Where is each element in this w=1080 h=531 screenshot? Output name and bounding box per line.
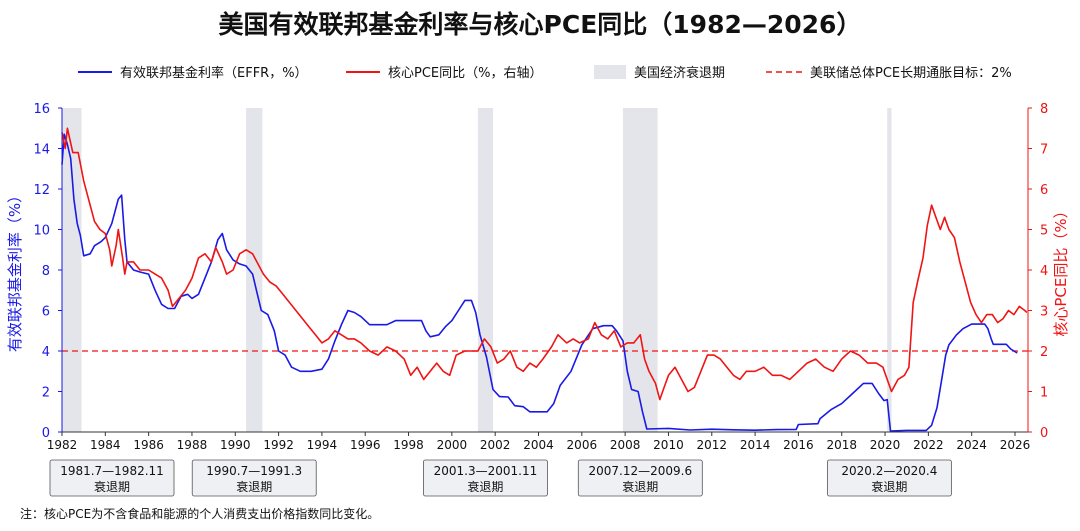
y-right-tick-label-4: 4 [1040,264,1048,279]
x-tick-label-12: 2006 [567,438,598,452]
y-left-tick-label-4: 8 [42,264,50,279]
y-left-tick-label-0: 0 [42,426,50,441]
x-tick-label-1: 1984 [90,438,121,452]
y-left-tick-label-1: 2 [42,386,50,401]
x-tick-label-9: 2000 [437,438,468,452]
y-left-tick-label-5: 10 [33,224,50,239]
legend-label-effr: 有效联邦基金利率（EFFR，%） [120,65,308,81]
series-line-1 [61,127,1028,401]
y-right-tick-label-0: 0 [1040,426,1048,441]
y-axis-right-label: 核心PCE同比（%） [1052,203,1070,336]
x-tick-label-7: 1996 [350,438,381,452]
y-left-tick-label-6: 12 [33,183,50,198]
y-axis-right: 0 1 2 3 4 5 6 7 8 [1028,102,1048,441]
x-axis: 1982 1984 1986 1988 1990 1992 1994 1996 1998 2000… [47,432,1031,452]
y-left-tick-label-7: 14 [33,143,50,158]
recession-labels: 1981.7—1982.11衰退期1990.7—1991.3衰退期2001.3—… [49,459,952,497]
x-tick-label-20: 2022 [913,438,944,452]
x-tick-label-10: 2002 [480,438,511,452]
x-tick-label-11: 2004 [523,438,554,452]
recession-band-2 [477,108,494,432]
x-tick-label-2: 1986 [133,438,164,452]
legend-label-target: 美联储总体PCE长期通胀目标：2% [810,66,1012,81]
x-tick-label-21: 2024 [956,438,987,452]
x-tick-label-6: 1994 [307,438,338,452]
recession-label-dates-3: 2007.12—2009.6 [588,464,692,478]
x-tick-label-8: 1998 [393,438,424,452]
y-right-tick-label-1: 1 [1040,386,1048,401]
recession-band-1 [246,108,263,432]
x-tick-label-5: 1992 [263,438,294,452]
x-tick-label-14: 2010 [653,438,684,452]
y-right-tick-label-6: 6 [1040,183,1048,198]
x-tick-label-18: 2018 [826,438,857,452]
y-axis-left-label: 有效联邦基金利率（%） [6,188,24,352]
recession-label-box-1 [191,459,317,497]
y-left-tick-label-3: 6 [42,305,50,320]
recession-label-dates-2: 2001.3—2001.11 [434,464,538,478]
recession-label-text-2: 衰退期 [467,479,503,494]
legend-label-pce: 核心PCE同比（%，右轴） [388,66,542,81]
x-tick-label-19: 2020 [870,438,901,452]
series-layer [61,127,1028,432]
recession-label-dates-4: 2020.2—2020.4 [841,464,937,478]
y-left-tick-label-8: 16 [33,102,50,117]
y-right-tick-label-8: 8 [1040,102,1048,117]
recession-label-dates-0: 1981.7—1982.11 [60,464,164,478]
x-tick-label-4: 1990 [220,438,251,452]
recession-band-4 [887,108,892,432]
recession-label-box-4 [826,459,952,497]
x-tick-label-22: 2026 [1000,438,1031,452]
x-tick-label-17: 2016 [783,438,814,452]
series-line-0 [61,133,1018,432]
recession-label-box-3 [577,459,703,497]
x-tick-label-3: 1988 [177,438,208,452]
y-left-tick-label-2: 4 [42,345,50,360]
recession-band-3 [622,108,658,432]
legend-label-recession: 美国经济衰退期 [634,65,725,81]
x-tick-label-0: 1982 [47,438,78,452]
legend: 有效联邦基金利率（EFFR，%） 核心PCE同比（%，右轴） 美国经济衰退期 美… [78,65,1012,81]
y-right-tick-label-3: 3 [1040,305,1048,320]
y-right-tick-label-2: 2 [1040,345,1048,360]
recession-label-text-0: 衰退期 [94,479,130,494]
chart-note: 注：核心PCE为不含食品和能源的个人消费支出价格指数同比变化。 [20,506,379,521]
y-right-tick-label-7: 7 [1040,143,1048,158]
x-tick-label-15: 2012 [697,438,728,452]
x-tick-label-16: 2014 [740,438,771,452]
recession-label-box-2 [423,459,548,497]
legend-swatch-recession [594,65,626,79]
y-axis-left: 0 2 4 6 8 10 12 14 16 [33,102,62,441]
recession-label-text-1: 衰退期 [236,479,272,494]
x-tick-label-13: 2008 [610,438,641,452]
y-right-tick-label-5: 5 [1040,224,1048,239]
recession-label-dates-1: 1990.7—1991.3 [206,464,302,478]
recession-bands [62,108,892,432]
recession-label-text-3: 衰退期 [622,479,658,494]
recession-label-text-4: 衰退期 [871,479,907,494]
recession-label-box-0 [49,459,175,497]
chart-title: 美国有效联邦基金利率与核心PCE同比（1982—2026） [219,10,862,39]
